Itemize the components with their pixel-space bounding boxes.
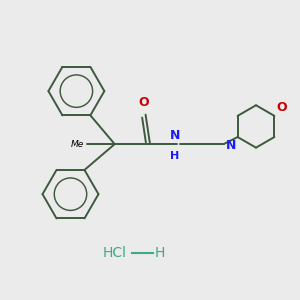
Text: O: O — [139, 96, 149, 109]
Text: N: N — [170, 129, 180, 142]
Text: H: H — [155, 246, 166, 260]
Text: N: N — [226, 139, 236, 152]
Text: Me: Me — [71, 140, 84, 148]
Text: HCl: HCl — [103, 246, 127, 260]
Text: H: H — [170, 151, 180, 160]
Text: O: O — [277, 101, 287, 114]
